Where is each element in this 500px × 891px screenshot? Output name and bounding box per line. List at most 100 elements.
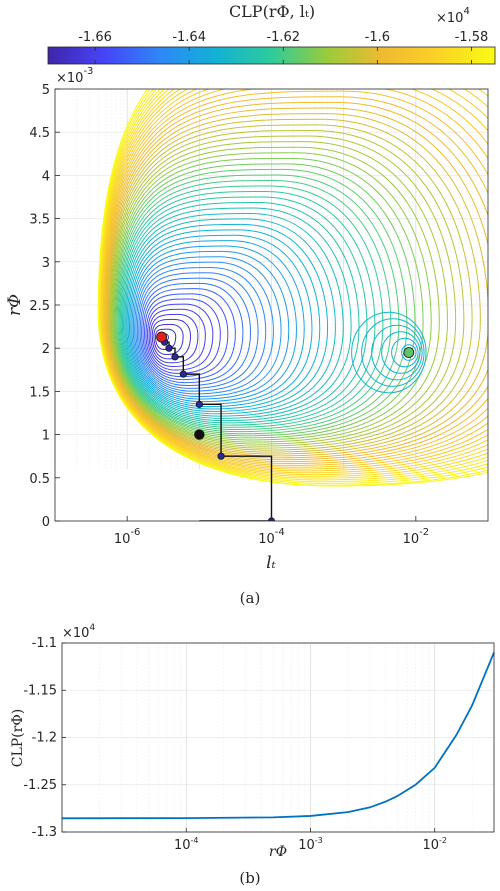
contour-line [104, 90, 488, 463]
contour-line [112, 146, 440, 443]
contour-line [145, 298, 221, 374]
y-tick-label: 0.5 [29, 472, 50, 487]
contour-line [131, 245, 297, 403]
svg-text:×10-3: ×10-3 [56, 66, 93, 86]
contour-line [107, 118, 481, 453]
contour-line [144, 293, 229, 378]
contour-line [105, 96, 488, 461]
x-tick-label: 10-4 [174, 836, 199, 853]
contour-line [148, 308, 206, 368]
svg-text:×104: ×104 [62, 623, 95, 641]
line-panel: 10-4 10-3 10-2-1.1-1.15-1.2-1.25-1.3 ×104 … [10, 623, 495, 887]
x-tick-label: 10-2 [403, 527, 430, 547]
line-y-multiplier-base: ×10 [62, 626, 89, 641]
contour-line [109, 129, 465, 449]
contour-line [120, 196, 368, 424]
contour-line [155, 328, 177, 351]
contour-ticks: 10-6 10-4 10-2 0 0.5 1 1.5 2 2.5 3 3.5 4 4.5 5 [29, 83, 429, 547]
y-tick-label: -1.2 [32, 731, 57, 746]
contour-line [101, 89, 488, 474]
contour-y-multiplier-exp: -3 [83, 66, 93, 77]
contour-line [371, 324, 423, 381]
y-tick-label: 5 [42, 83, 50, 98]
line-y-multiplier-exp: 4 [89, 623, 95, 633]
path-point [195, 400, 203, 408]
contour-line [97, 89, 488, 487]
line-y-label: CLP(rΦ) [10, 709, 26, 768]
y-tick-label: -1.15 [23, 683, 57, 698]
x-tick-label: 10-2 [422, 836, 447, 853]
line-y-multiplier: ×104 [62, 623, 95, 641]
colorbar-multiplier-exp: 4 [463, 6, 469, 17]
colorbar-tick-label: -1.62 [266, 30, 300, 45]
y-tick-label: 2.5 [29, 299, 50, 314]
contour-line [147, 303, 214, 371]
y-tick-label: 2 [42, 342, 50, 357]
contour-line [102, 89, 488, 468]
colorbar-tick-label: -1.58 [455, 30, 489, 45]
contour-line [105, 101, 488, 459]
contour-line [151, 318, 192, 360]
contour-line [103, 89, 488, 465]
colorbar-multiplier: ×104 [436, 6, 470, 26]
contour-line [100, 89, 488, 476]
contour-line [116, 174, 400, 433]
contour-line [138, 272, 259, 389]
contour-line [103, 89, 488, 466]
contour-line [100, 89, 488, 477]
contour-line [99, 89, 488, 481]
colorbar-title: CLP(rΦ, lₜ) [229, 2, 315, 21]
caption-a: (a) [240, 589, 261, 607]
contour-line [126, 223, 329, 412]
y-tick-label: 3 [42, 256, 50, 271]
colorbar-tick-label: -1.66 [78, 30, 112, 45]
contour-line [123, 207, 352, 419]
x-tick-label: 10-6 [114, 527, 141, 547]
y-tick-label: 1.5 [29, 385, 50, 400]
contour-line [128, 234, 313, 408]
contour-line [127, 229, 321, 410]
svg-text:×104: ×104 [436, 6, 470, 26]
contour-y-label: rΦ [5, 294, 25, 316]
x-tick-label: 10-3 [298, 836, 323, 853]
line-x-label: rΦ [269, 844, 287, 860]
path-point [171, 353, 179, 361]
contour-line [139, 277, 252, 387]
path-point [179, 370, 187, 378]
colorbar-bar [47, 46, 496, 65]
colorbar-tick-label: -1.64 [172, 30, 206, 45]
y-tick-label: 1 [42, 429, 50, 444]
colorbar: CLP(rΦ, lₜ) ×104 -1.66 -1.64 -1.62 -1.6 -1.5… [47, 2, 496, 65]
contour-line [108, 124, 473, 451]
y-tick-label: -1.25 [23, 778, 57, 793]
local-minimum-marker [403, 347, 415, 358]
x-tick-label: 10-4 [258, 527, 285, 547]
contour-line [135, 261, 274, 395]
colorbar-ticks: -1.66 -1.64 -1.62 -1.6 -1.58 [78, 30, 488, 64]
contour-panel: 10-6 10-4 10-200.511.522.533.544.55 ×10-3 … [5, 66, 489, 607]
start-point [194, 429, 205, 440]
contour-line [401, 344, 417, 361]
colorbar-multiplier-base: ×10 [436, 11, 463, 26]
contour-y-multiplier-base: ×10 [56, 71, 83, 86]
y-tick-label: 3.5 [29, 213, 50, 228]
contour-line [98, 89, 488, 483]
contour-line [101, 89, 488, 472]
contour-line [113, 157, 424, 439]
contour-y-multiplier: ×10-3 [56, 66, 93, 86]
contour-line [136, 266, 267, 392]
contour-line [115, 168, 408, 435]
contour-line [391, 337, 419, 368]
contour-line [114, 163, 416, 437]
contour-line [134, 256, 282, 397]
y-tick-label: -1.3 [32, 825, 57, 840]
contour-line [98, 89, 488, 484]
contour-line [141, 282, 244, 384]
contour-line [99, 89, 488, 479]
contour-line [106, 107, 488, 457]
contour-line [351, 311, 427, 394]
y-tick-label: 4.5 [29, 126, 50, 141]
contour-line [150, 313, 199, 364]
contour-line [112, 152, 432, 441]
line-series [61, 652, 495, 820]
